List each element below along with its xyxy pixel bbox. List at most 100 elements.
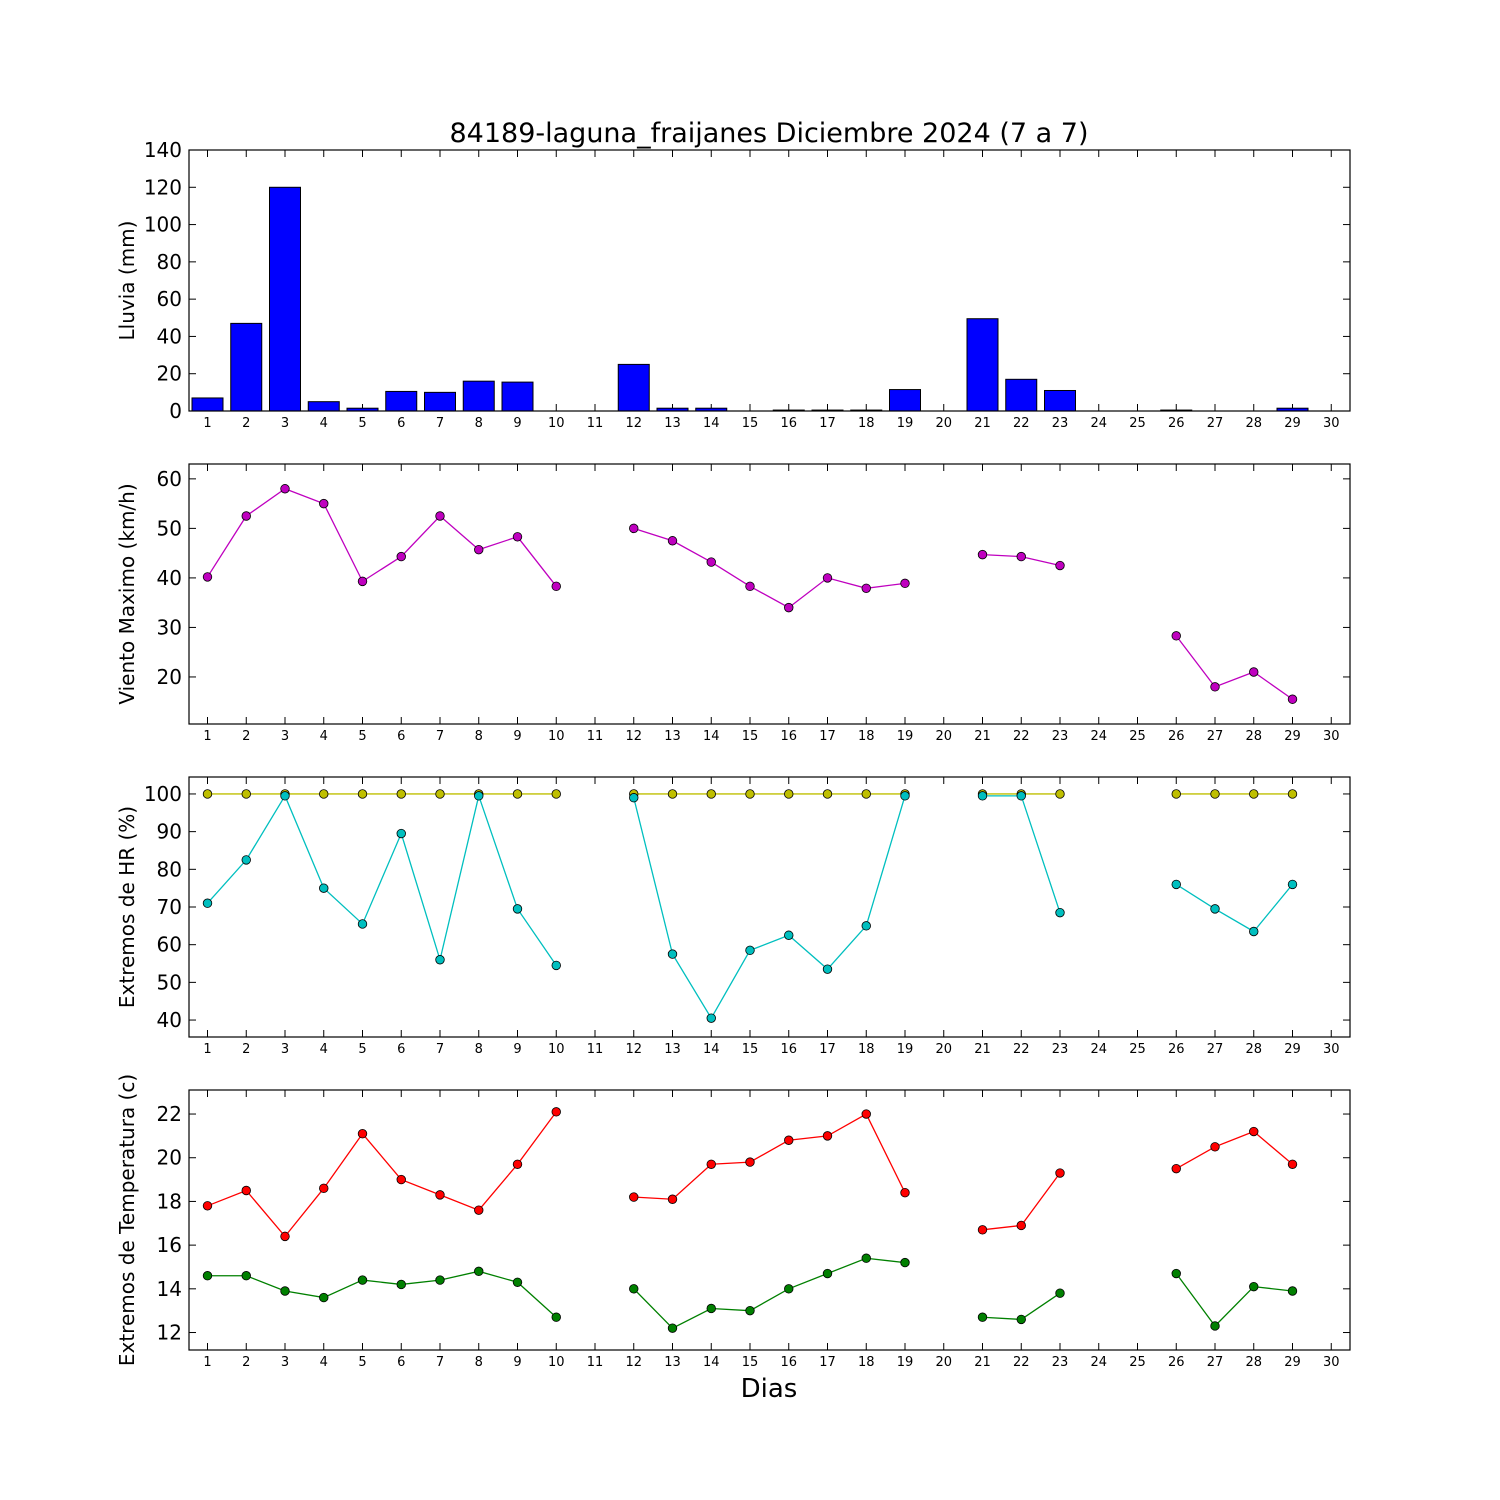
humidity-series-0-point <box>1210 789 1220 799</box>
rain-xtick-label: 18 <box>858 416 875 431</box>
rain-xtick-label: 5 <box>358 416 366 431</box>
wind-series-0-point <box>319 498 329 509</box>
humidity-xtick-label: 25 <box>1129 1042 1146 1057</box>
humidity-series-1-point <box>241 855 251 865</box>
humidity-series-0-point <box>202 789 213 799</box>
temperature-frame <box>188 1089 1351 1351</box>
rain-bar <box>1005 378 1038 412</box>
temperature-series-0-line <box>633 1113 906 1200</box>
humidity-xtick-label: 30 <box>1323 1042 1340 1057</box>
humidity-xtick-label: 28 <box>1245 1042 1262 1057</box>
temperature-ytick-label: 20 <box>157 1146 182 1170</box>
temperature-xtick-label: 3 <box>281 1355 289 1370</box>
wind-xtick-label: 6 <box>397 729 405 744</box>
humidity-series-0-point <box>241 789 251 799</box>
rain-bar <box>230 322 263 412</box>
temperature-series-0-point <box>396 1174 406 1185</box>
temperature-series-1-point <box>241 1271 251 1281</box>
humidity-series-1-point <box>822 964 833 974</box>
humidity-ytick-label: 70 <box>157 895 182 919</box>
rain-xtick-label: 7 <box>436 416 444 431</box>
humidity-series-0-point <box>435 789 445 799</box>
humidity-series-0-point <box>745 789 755 799</box>
humidity-series-1-point <box>667 949 678 959</box>
humidity-series-0-point <box>512 789 523 799</box>
temperature-series-1-line <box>207 1270 557 1318</box>
humidity-xtick-label: 27 <box>1207 1042 1224 1057</box>
temperature-xtick-label: 15 <box>742 1355 759 1370</box>
wind-xtick-label: 29 <box>1284 729 1301 744</box>
humidity-xtick-label: 23 <box>1052 1042 1069 1057</box>
wind-xtick-label: 17 <box>819 729 836 744</box>
temperature-series-1-point <box>1287 1286 1298 1296</box>
temperature-series-1-point <box>202 1271 213 1281</box>
wind-ylabel: Viento Maximo (km/h) <box>115 483 139 704</box>
temperature-series-1-point <box>977 1312 988 1322</box>
temperature-series-1-point <box>1016 1314 1026 1325</box>
temperature-series-0-point <box>784 1135 794 1145</box>
humidity-series-0-point <box>667 789 678 799</box>
temperature-ytick-label: 22 <box>157 1102 182 1126</box>
wind-xtick-label: 16 <box>780 729 797 744</box>
rain-xtick-label: 23 <box>1052 416 1069 431</box>
humidity-xtick-label: 2 <box>242 1042 250 1057</box>
wind-series-0-point <box>435 511 445 521</box>
temperature-xtick-label: 30 <box>1323 1355 1340 1370</box>
wind-ytick-label: 40 <box>157 566 182 590</box>
wind-series-0-point <box>551 581 561 592</box>
temperature-xtick-label: 22 <box>1013 1355 1030 1370</box>
humidity-series-1-point <box>1055 907 1065 918</box>
wind-series-0-point <box>1287 694 1298 704</box>
temperature-xtick-label: 17 <box>819 1355 836 1370</box>
temperature-xtick-label: 6 <box>397 1355 405 1370</box>
rain-xtick-label: 17 <box>819 416 836 431</box>
wind-xtick-label: 3 <box>281 729 289 744</box>
rain-xtick-label: 14 <box>703 416 720 431</box>
rain-bar <box>385 390 418 412</box>
humidity-series-1-point <box>861 921 871 931</box>
humidity-series-0-point <box>822 789 833 799</box>
humidity-series-1-point <box>435 955 445 965</box>
wind-series-0-line <box>633 527 906 609</box>
rain-xtick-label: 25 <box>1129 416 1146 431</box>
rain-frame <box>188 149 1351 412</box>
rain-xtick-label: 8 <box>475 416 483 431</box>
humidity-ytick-label: 100 <box>144 782 182 806</box>
temperature-xtick-label: 7 <box>436 1355 444 1370</box>
humidity-series-1-point <box>1249 926 1259 937</box>
rain-bar <box>462 380 495 412</box>
wind-xtick-label: 1 <box>203 729 211 744</box>
temperature-xtick-label: 20 <box>935 1355 952 1370</box>
temperature-xtick-label: 5 <box>358 1355 366 1370</box>
humidity-xtick-label: 21 <box>974 1042 991 1057</box>
temperature-xtick-label: 13 <box>664 1355 681 1370</box>
wind-xtick-label: 19 <box>897 729 914 744</box>
temperature-series-0-point <box>512 1159 523 1169</box>
temperature-xtick-label: 21 <box>974 1355 991 1370</box>
humidity-series-1-point <box>1287 879 1298 890</box>
temperature-series-0-point <box>280 1231 290 1242</box>
wind-series-0-point <box>512 532 523 542</box>
humidity-series-1-line <box>207 793 557 966</box>
temperature-series-1-point <box>1210 1321 1220 1331</box>
wind-xtick-label: 27 <box>1207 729 1224 744</box>
temperature-series-1-point <box>1249 1281 1259 1292</box>
wind-xtick-label: 4 <box>320 729 328 744</box>
humidity-xtick-label: 10 <box>548 1042 565 1057</box>
wind-series-0-point <box>706 557 716 567</box>
rain-ytick-label: 20 <box>157 362 182 386</box>
rain-xtick-label: 2 <box>242 416 250 431</box>
wind-series-0-point <box>745 581 755 592</box>
temperature-series-1-point <box>861 1253 871 1263</box>
humidity-series-1-point <box>706 1013 716 1023</box>
humidity-xtick-label: 8 <box>475 1042 483 1057</box>
rain-xtick-label: 27 <box>1207 416 1224 431</box>
temperature-series-1-point <box>512 1277 523 1287</box>
humidity-ytick-label: 90 <box>157 820 182 844</box>
temperature-series-1-line <box>633 1257 906 1329</box>
wind-xtick-label: 24 <box>1090 729 1107 744</box>
humidity-series-1-line <box>633 795 906 1020</box>
rain-xtick-label: 21 <box>974 416 991 431</box>
temperature-xtick-label: 26 <box>1168 1355 1185 1370</box>
